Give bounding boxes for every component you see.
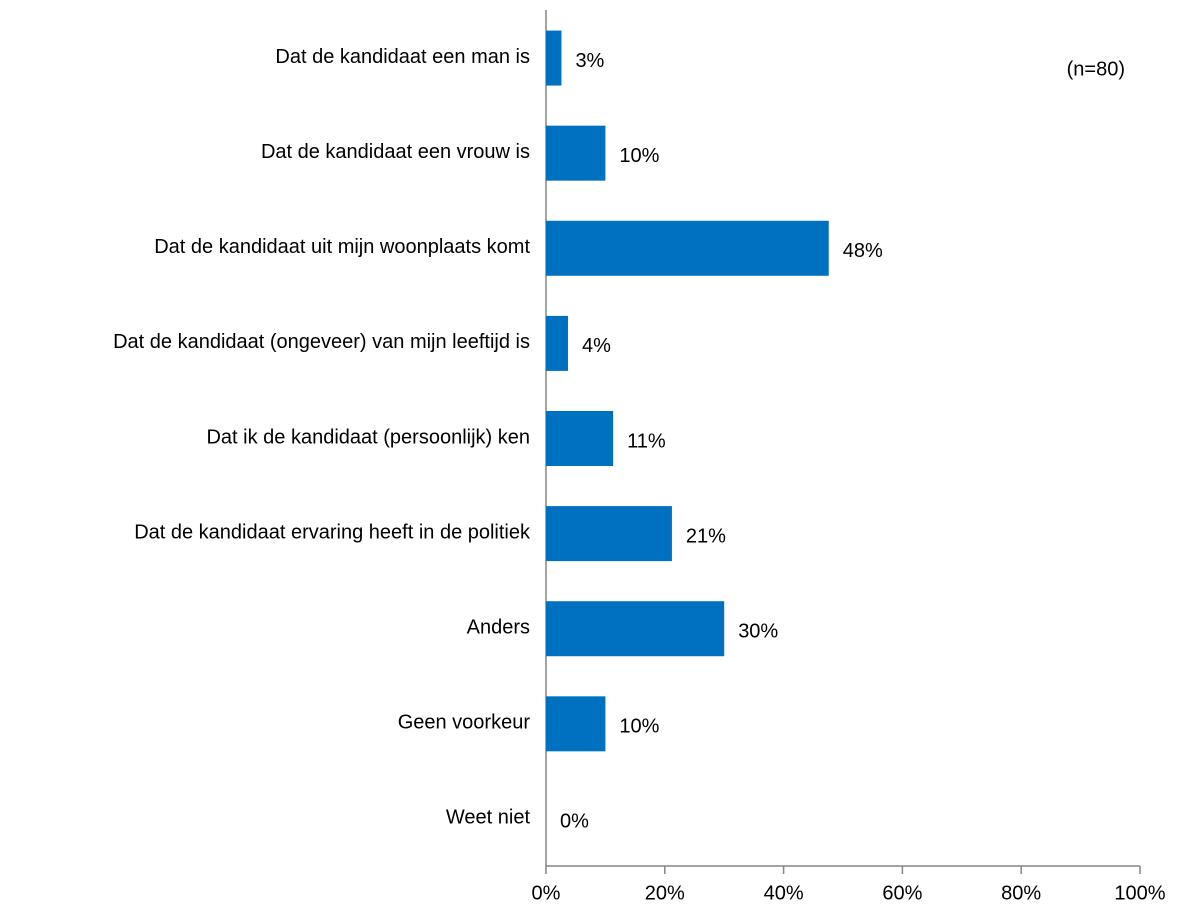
bar (546, 125, 606, 181)
value-label: 21% (686, 525, 726, 547)
value-label: 0% (560, 811, 589, 833)
bar (546, 696, 606, 752)
x-tick-label: 20% (645, 882, 685, 904)
y-tick-label: Geen voorkeur (398, 712, 531, 734)
y-tick-label: Dat de kandidaat uit mijn woonplaats kom… (154, 236, 530, 258)
y-tick-label: Weet niet (446, 807, 531, 829)
bar (546, 506, 672, 562)
value-label: 10% (619, 716, 659, 738)
bar (546, 30, 562, 86)
y-tick-label: Anders (467, 617, 530, 639)
value-label: 3% (575, 50, 604, 72)
x-tick-label: 60% (882, 882, 922, 904)
bar (546, 315, 568, 371)
y-tick-label: Dat de kandidaat ervaring heeft in de po… (134, 521, 531, 543)
x-tick-label: 0% (532, 882, 561, 904)
y-tick-label: Dat de kandidaat een vrouw is (261, 141, 530, 163)
y-tick-label: Dat de kandidaat een man is (275, 46, 530, 68)
x-tick-label: 40% (764, 882, 804, 904)
x-tick-label: 80% (1001, 882, 1041, 904)
y-tick-label: Dat ik de kandidaat (persoonlijk) ken (206, 426, 530, 448)
value-label: 4% (582, 335, 611, 357)
y-tick-label: Dat de kandidaat (ongeveer) van mijn lee… (113, 331, 530, 353)
value-label: 10% (619, 145, 659, 167)
bar (546, 220, 829, 276)
value-label: 30% (738, 621, 778, 643)
bar (546, 601, 725, 657)
value-label: 11% (627, 430, 666, 452)
bar (546, 411, 614, 466)
annotation: (n=80) (1067, 58, 1125, 80)
x-tick-label: 100% (1114, 882, 1165, 904)
value-label: 48% (843, 240, 883, 262)
